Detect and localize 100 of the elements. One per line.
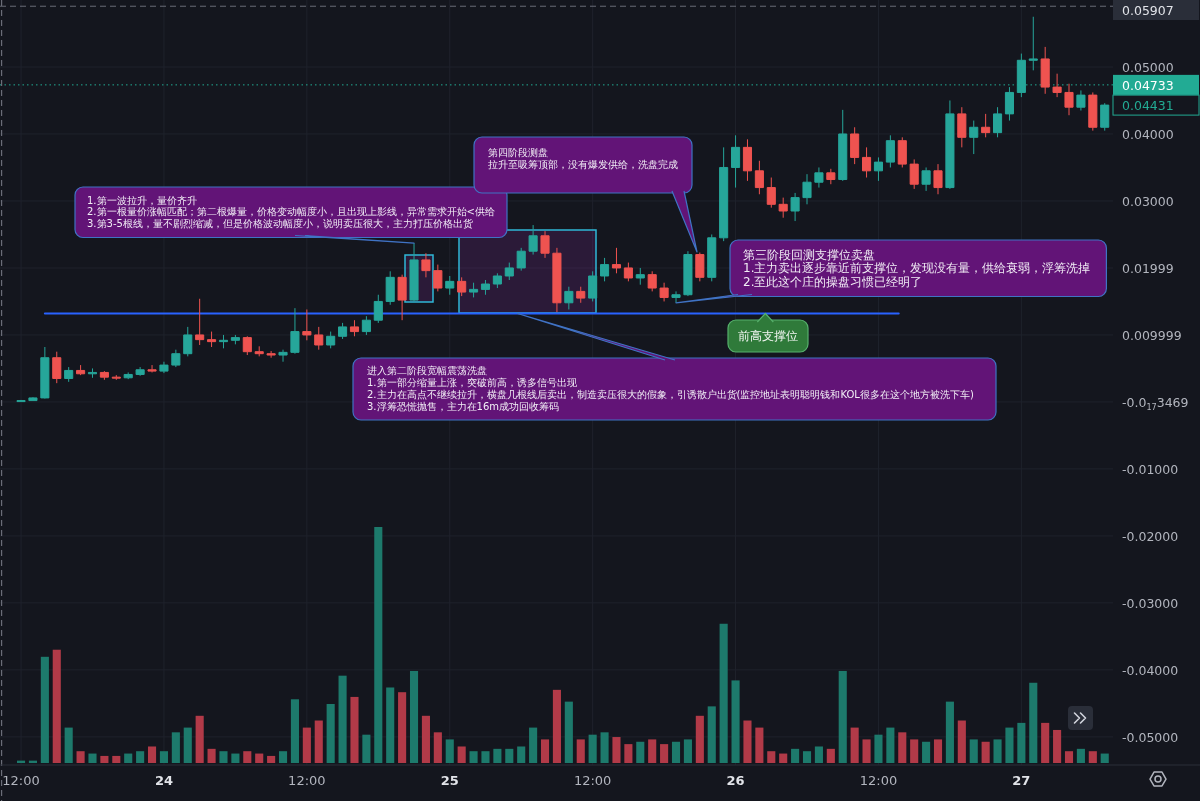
candlestick xyxy=(552,247,562,313)
bar xyxy=(767,751,776,763)
candlestick xyxy=(361,315,371,336)
bar xyxy=(850,727,859,763)
bar xyxy=(1064,751,1074,763)
bar xyxy=(838,670,847,763)
bar xyxy=(112,755,121,763)
candlestick xyxy=(504,262,514,281)
candlestick xyxy=(528,224,538,256)
y-tick-label: -0.04000 xyxy=(1122,662,1179,678)
candlestick xyxy=(87,367,98,379)
bar xyxy=(731,680,740,763)
bar xyxy=(910,739,919,763)
candlestick xyxy=(790,192,800,222)
bar xyxy=(957,720,966,763)
candlestick xyxy=(957,106,967,148)
candlestick xyxy=(338,322,348,340)
bar xyxy=(791,748,800,763)
bar xyxy=(660,744,669,763)
bar xyxy=(433,732,442,763)
bar xyxy=(124,753,133,763)
bar xyxy=(314,720,323,763)
bar xyxy=(719,623,728,763)
candlestick xyxy=(897,136,907,168)
bar xyxy=(552,689,561,763)
ref-line-label: 0.05907 xyxy=(1122,2,1174,18)
bar xyxy=(1088,751,1097,763)
bar xyxy=(219,751,228,763)
bar xyxy=(755,727,764,763)
bar xyxy=(195,715,204,763)
y-tick-label: -0.0$_{17}$3469 xyxy=(1122,394,1189,412)
candlestick xyxy=(183,326,193,357)
x-tick-label: 12:00 xyxy=(859,772,898,788)
bar xyxy=(648,739,657,763)
candlestick xyxy=(742,138,753,182)
candlestick xyxy=(933,163,943,195)
bar xyxy=(40,656,49,763)
x-tick-label: 12:00 xyxy=(288,772,326,788)
y-tick-label: 0.05000 xyxy=(1122,59,1174,75)
candlestick xyxy=(564,286,574,310)
annotation: 拉升至吸筹顶部，没有爆发供给，洗盘完成 xyxy=(488,158,678,170)
bar xyxy=(1029,682,1038,763)
bar xyxy=(338,675,347,763)
bar xyxy=(588,734,597,763)
candlestick xyxy=(397,274,407,321)
candlestick xyxy=(1040,46,1050,95)
bar xyxy=(1017,722,1026,763)
candlestick xyxy=(802,173,812,205)
candlestick xyxy=(218,334,229,349)
bar xyxy=(136,751,145,763)
annotation: 第四阶段测盘 xyxy=(488,146,548,158)
bar xyxy=(683,739,692,763)
candlestick xyxy=(242,335,252,356)
x-tick-label: 12:00 xyxy=(2,772,40,788)
bar xyxy=(290,699,299,763)
candlestick xyxy=(135,366,145,377)
bar xyxy=(64,727,73,763)
x-tick-label: 12:00 xyxy=(573,772,612,788)
bar xyxy=(969,739,978,763)
bar xyxy=(398,692,407,763)
bar xyxy=(171,732,180,763)
candlestick xyxy=(64,366,74,383)
bar xyxy=(707,706,716,763)
y-tick-label: 0.01999 xyxy=(1122,260,1174,276)
candlestick xyxy=(373,294,383,324)
bar xyxy=(207,748,216,763)
bar xyxy=(540,739,550,763)
bar xyxy=(636,741,645,763)
bar xyxy=(612,737,621,763)
candlestick xyxy=(969,120,979,155)
bar xyxy=(1041,722,1050,763)
candlestick xyxy=(171,349,181,368)
x-tick-label: 24 xyxy=(154,772,173,788)
candlestick xyxy=(123,371,133,380)
candlestick xyxy=(862,146,872,179)
bar xyxy=(88,753,97,763)
candlestick xyxy=(1088,91,1098,132)
bar xyxy=(147,746,157,763)
x-tick-label: 27 xyxy=(1012,772,1031,788)
annotation: 1.第一波拉升，量价齐升 2.第一根量价涨幅匹配；第二根爆量，价格变动幅度小，且出现上影线，异常需求开始<供给 3.第3-5根线，量不剧烈缩减，但是价格波动幅度小，说明卖压很大，主力打压价格出货 xyxy=(87,194,495,229)
bar xyxy=(898,732,907,763)
bar xyxy=(231,753,240,763)
bar xyxy=(826,748,835,763)
bar xyxy=(350,696,359,763)
candlestick xyxy=(647,270,657,292)
candlestick xyxy=(826,168,836,185)
bar xyxy=(981,741,990,763)
bar xyxy=(409,670,419,763)
bar xyxy=(481,751,490,763)
candlestick xyxy=(600,257,610,282)
candlestick xyxy=(266,350,276,359)
candlestick xyxy=(611,247,622,274)
candlestick xyxy=(421,252,431,278)
bar xyxy=(362,734,371,763)
candlestick xyxy=(1028,16,1038,71)
bar xyxy=(814,746,823,763)
candlestick xyxy=(28,396,38,402)
bar xyxy=(421,715,430,763)
annotation: 进入第二阶段宽幅震荡洗盘 1.第一部分缩量上涨，突破前高，诱多信号出现 2.主力在高点不继续拉升，横盘几根线后卖出，制造卖压很大的假象，引诱散户出货(监控地址表明聪明钱和KOL很多在这个地方被洗下车) 3.浮筹恐慌抛售，主力在16m成功回收筹码 xyxy=(367,364,974,412)
y-tick-label: 0.009999 xyxy=(1122,327,1182,343)
